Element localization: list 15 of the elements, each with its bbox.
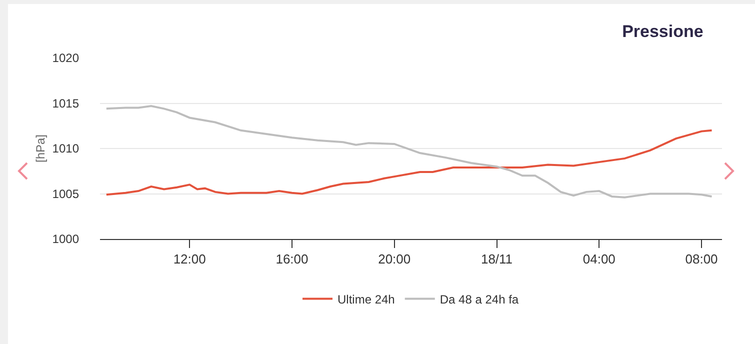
y-tick-label: 1000	[52, 232, 80, 246]
y-tick-label: 1015	[52, 96, 80, 110]
x-tick-label: 18/11	[480, 252, 513, 267]
y-tick-label: 1005	[52, 186, 80, 201]
x-tick-label: 04:00	[582, 252, 616, 267]
chart-title: Pressione	[622, 22, 704, 41]
legend-label: Ultime 24h	[338, 292, 395, 306]
y-tick-label: 1010	[52, 142, 80, 156]
y-axis-title: [hPa]	[34, 134, 48, 163]
x-tick-label: 12:00	[173, 252, 206, 267]
x-tick-label: 08:00	[685, 252, 718, 267]
x-tick-label: 20:00	[378, 252, 411, 267]
x-tick-label: 16:00	[276, 252, 308, 267]
y-tick-label: 1020	[52, 51, 80, 66]
legend-label: Da 48 a 24h fa	[440, 292, 519, 306]
